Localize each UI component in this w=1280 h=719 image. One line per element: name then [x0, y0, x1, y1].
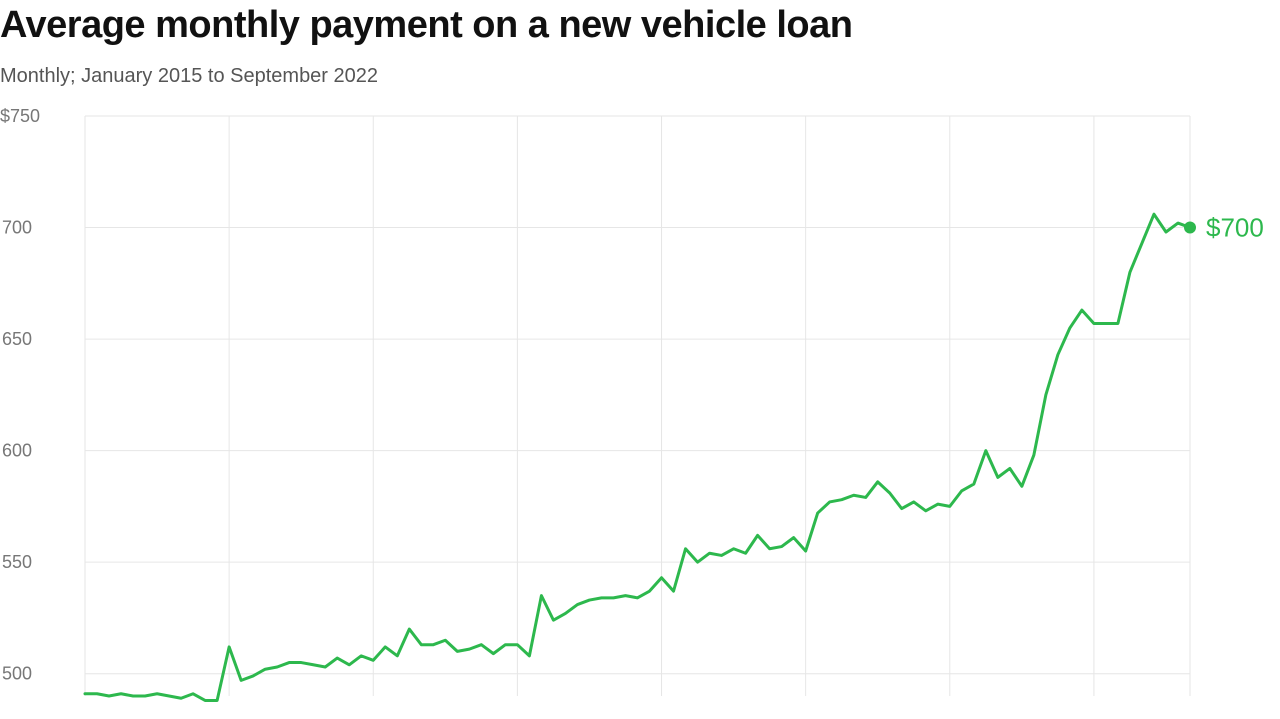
- chart-svg: 500 550 600 650 700 $750 $700: [0, 106, 1280, 706]
- end-label: $700: [1206, 213, 1264, 243]
- chart-subtitle: Monthly; January 2015 to September 2022: [0, 47, 1280, 88]
- grid-vertical: [85, 116, 1190, 696]
- y-tick-label: 650: [2, 329, 32, 349]
- y-top-label: $750: [0, 106, 40, 126]
- y-axis-labels: 500 550 600 650 700: [2, 218, 32, 684]
- y-tick-label: 500: [2, 664, 32, 684]
- chart-title: Average monthly payment on a new vehicle…: [0, 0, 1280, 47]
- y-tick-label: 600: [2, 441, 32, 461]
- y-tick-label: 700: [2, 218, 32, 238]
- grid-horizontal: [85, 116, 1190, 674]
- chart-area: 500 550 600 650 700 $750 $700: [0, 106, 1280, 706]
- end-marker: [1184, 222, 1196, 234]
- series-line: [85, 214, 1190, 700]
- y-tick-label: 550: [2, 552, 32, 572]
